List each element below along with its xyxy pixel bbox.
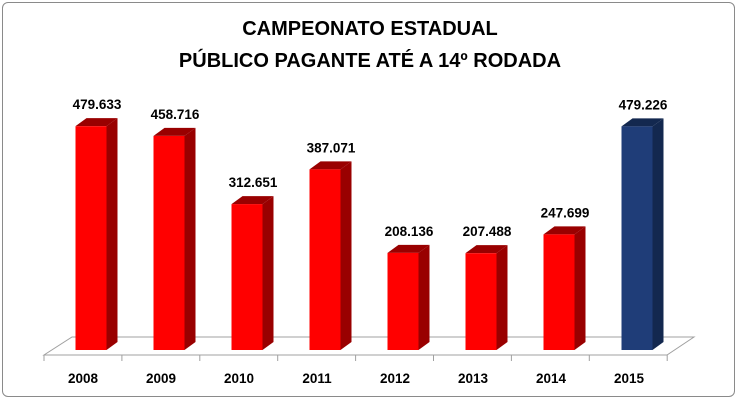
chart-subtitle: PÚBLICO PAGANTE ATÉ A 14º RODADA	[178, 50, 562, 72]
bar-side	[496, 245, 508, 350]
bar-front	[387, 252, 419, 350]
bar-side	[106, 118, 118, 350]
chart-title: CAMPEONATO ESTADUAL	[242, 18, 498, 40]
bar-2010	[231, 196, 274, 350]
bar-2009	[153, 127, 196, 351]
bar-front	[75, 126, 107, 350]
bar-2011	[309, 161, 352, 350]
bar-top	[75, 118, 118, 127]
bar-side	[574, 226, 586, 350]
x-tick-label: 2011	[302, 371, 332, 386]
bar-2015	[621, 118, 664, 350]
x-tick-label: 2014	[536, 371, 567, 386]
bar-2008	[75, 118, 118, 350]
x-tick-label: 2009	[146, 371, 176, 386]
bar-side	[652, 118, 664, 350]
data-label: 479.226	[619, 97, 668, 112]
x-tick-label: 2012	[380, 371, 410, 386]
data-label: 208.136	[385, 224, 434, 239]
x-tick-label: 2013	[458, 371, 489, 386]
bar-front	[543, 234, 575, 350]
data-label: 247.699	[541, 205, 590, 220]
bar-top	[153, 127, 196, 136]
x-tick-label: 2010	[224, 371, 254, 386]
bar-side	[184, 127, 196, 351]
data-label: 387.071	[307, 140, 356, 155]
data-label: 479.633	[73, 97, 122, 112]
bar-front	[309, 169, 341, 350]
bar-top	[231, 196, 274, 205]
chart-frame	[2, 2, 735, 397]
x-tick-label: 2015	[614, 371, 645, 386]
bar-top	[309, 161, 352, 170]
chart-floor	[42, 336, 696, 356]
bar-front	[231, 204, 263, 350]
x-tick-label: 2008	[68, 371, 99, 386]
bar-front	[621, 126, 653, 350]
data-label: 312.651	[229, 175, 278, 190]
bar-2013	[465, 245, 508, 350]
bar-side	[418, 244, 430, 350]
data-label: 458.716	[151, 107, 200, 122]
bar-2014	[543, 226, 586, 350]
bar-top	[621, 118, 664, 127]
data-label: 207.488	[463, 224, 512, 239]
bar-top	[465, 245, 508, 254]
bar-top	[543, 226, 586, 235]
bar-2012	[387, 244, 430, 350]
bar-side	[340, 161, 352, 350]
bar-front	[153, 135, 185, 350]
bar-front	[465, 253, 497, 350]
bar-top	[387, 244, 430, 253]
bar-side	[262, 196, 274, 350]
